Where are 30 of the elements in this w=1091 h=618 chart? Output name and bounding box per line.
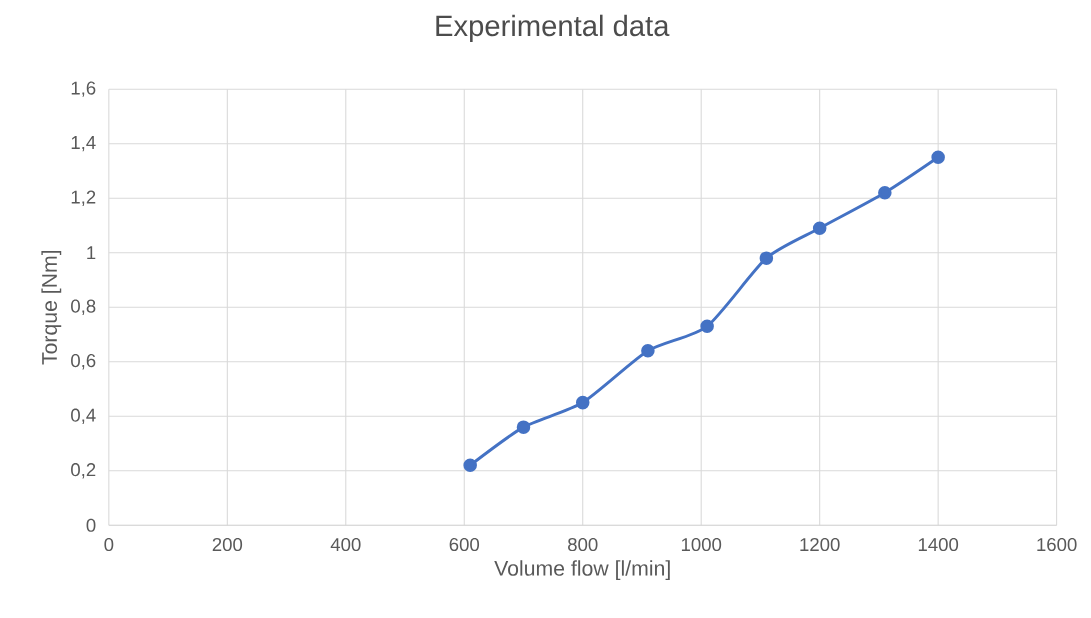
- y-tick-label: 1: [87, 246, 96, 260]
- y-tick-label: 0,4: [71, 408, 96, 424]
- y-tick-label: 0: [86, 518, 96, 532]
- point: [463, 458, 477, 473]
- x-tick-label: 800: [568, 537, 598, 552]
- x-tick-label: 400: [330, 537, 361, 552]
- x-tick-label: 1000: [681, 537, 722, 552]
- x-axis-title: Volume flow [l/min]: [494, 560, 670, 581]
- point: [878, 186, 892, 200]
- y-tick-label: 1,2: [71, 190, 96, 206]
- y-tick-label: 0,8: [71, 299, 96, 315]
- y-tick-label: 1,6: [71, 81, 96, 97]
- point: [516, 420, 531, 434]
- x-tick-label: 1200: [800, 537, 840, 552]
- chart-title: Experimental data: [436, 14, 670, 43]
- point: [812, 221, 827, 236]
- point: [700, 319, 714, 334]
- x-tick-label: 200: [212, 537, 243, 552]
- y-tick-label: 1,4: [71, 136, 96, 152]
- y-axis-title: Torque [Nm]: [41, 250, 62, 365]
- x-tick-label: 0: [104, 537, 114, 552]
- x-tick-label: 1600: [1037, 537, 1077, 552]
- y-tick-label: 0,6: [71, 354, 96, 370]
- point: [931, 150, 945, 165]
- point: [575, 395, 590, 410]
- x-tick-label: 600: [449, 537, 480, 552]
- point: [641, 344, 655, 358]
- y-tick-label: 0,2: [71, 463, 96, 479]
- x-tick-label: 1400: [918, 537, 959, 552]
- point: [759, 251, 774, 265]
